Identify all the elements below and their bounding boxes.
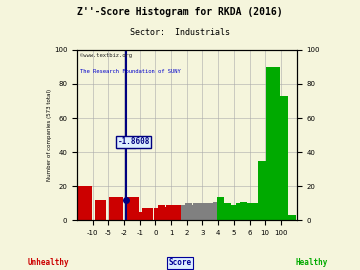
Bar [154,208,161,220]
Bar [244,203,251,220]
Bar [201,203,208,220]
Bar [166,205,172,220]
Bar [258,161,272,220]
Bar [197,203,204,220]
Text: ©www.textbiz.org: ©www.textbiz.org [80,53,132,58]
Text: Healthy: Healthy [295,258,328,267]
Bar [170,207,176,220]
Bar [274,96,288,220]
Y-axis label: Number of companies (573 total): Number of companies (573 total) [48,89,53,181]
Bar [205,203,212,220]
Bar [185,203,192,220]
Bar [228,205,235,220]
Bar [78,186,92,220]
Bar [266,67,280,220]
Bar [158,205,165,220]
Bar [224,203,231,220]
Bar [138,212,145,220]
Bar [177,205,184,220]
Bar [216,197,224,220]
Text: Z''-Score Histogram for RKDA (2016): Z''-Score Histogram for RKDA (2016) [77,7,283,17]
Bar [236,203,243,220]
Bar [189,205,196,220]
Text: Score: Score [168,258,192,267]
Bar [252,203,259,220]
Text: Sector:  Industrials: Sector: Industrials [130,28,230,37]
Bar [209,203,216,220]
Bar [146,208,153,220]
Bar [256,205,263,220]
Text: The Research Foundation of SUNY: The Research Foundation of SUNY [80,69,181,74]
Bar [232,205,239,220]
Bar [260,207,267,220]
Bar [174,205,180,220]
Bar [220,203,228,220]
Bar [125,197,139,220]
Bar [162,207,169,220]
Bar [282,215,296,220]
Bar [248,203,255,220]
Bar [213,202,220,220]
Text: Unhealthy: Unhealthy [28,258,69,267]
Bar [142,208,149,220]
Bar [134,212,141,220]
Bar [95,200,106,220]
Bar [193,203,200,220]
Text: -1.8608: -1.8608 [118,137,150,146]
Bar [109,197,123,220]
Bar [240,202,247,220]
Bar [181,205,188,220]
